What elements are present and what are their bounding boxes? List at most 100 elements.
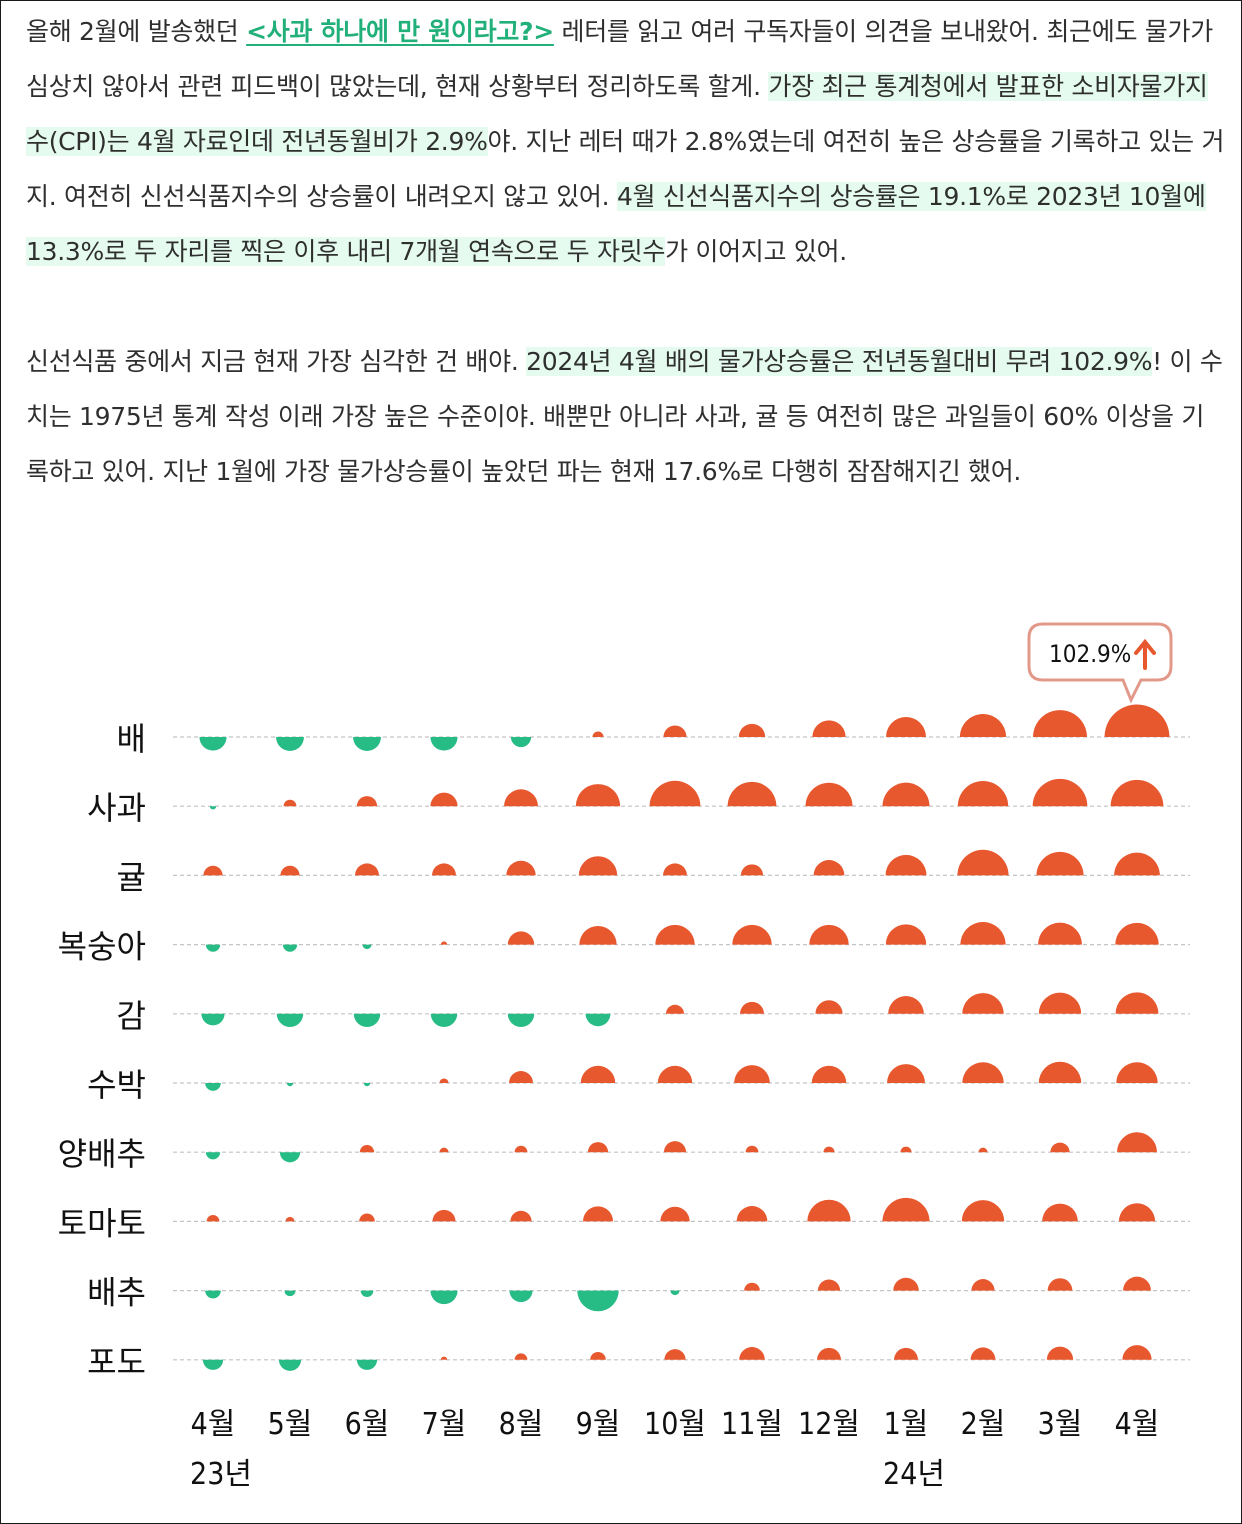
data-semicircle (739, 1347, 765, 1360)
data-semicircle (740, 864, 764, 876)
newsletter-link[interactable]: <사과 하나에 만 원이라고?> (246, 17, 554, 46)
row-label: 배추 (87, 1274, 146, 1312)
data-semicircle (961, 1200, 1005, 1222)
data-semicircle (664, 1349, 686, 1360)
x-tick-label: 9월 (576, 1407, 621, 1442)
data-semicircle (509, 1071, 533, 1083)
data-semicircle (507, 1013, 535, 1027)
data-semicircle (1117, 1132, 1157, 1153)
data-semicircle (279, 1152, 301, 1163)
text-run: 가 이어지고 있어. (665, 237, 847, 266)
data-semicircle (362, 944, 372, 950)
data-semicircle (1122, 1345, 1152, 1360)
data-semicircle (736, 1206, 768, 1222)
data-semicircle (663, 863, 687, 876)
data-semicircle (1118, 1203, 1156, 1222)
text-run: 야. 지난 레터 때가 2.8%였는데 여전히 높은 상승률을 기록하고 있는 … (26, 127, 1225, 211)
data-semicircle (506, 860, 536, 876)
data-semicircle (280, 865, 300, 876)
paragraph-2: 신선식품 중에서 지금 현재 가장 심각한 건 배야. 2024년 4월 배의 … (26, 334, 1226, 499)
data-semicircle (805, 782, 853, 807)
row-label: 포도 (87, 1343, 146, 1381)
data-semicircle (738, 723, 766, 737)
data-semicircle (356, 1359, 378, 1370)
row-label: 복숭아 (58, 928, 146, 966)
data-semicircle (660, 1206, 690, 1222)
data-semicircle (360, 1290, 374, 1297)
data-semicircle (439, 1078, 449, 1083)
data-semicircle (1047, 1278, 1073, 1291)
callout-value: 102.9% (1049, 640, 1131, 668)
data-semicircle (812, 720, 846, 737)
data-semicircle (510, 737, 532, 748)
data-semicircle (278, 1359, 302, 1371)
data-semicircle (284, 1290, 296, 1297)
data-semicircle (356, 796, 378, 807)
data-semicircle (206, 1215, 220, 1222)
data-semicircle (1042, 1203, 1078, 1222)
data-semicircle (649, 780, 701, 807)
data-semicircle (893, 1277, 919, 1291)
data-semicircle (655, 924, 695, 945)
highlight-pear: 2024년 4월 배의 물가상승률은 전년동월대비 무려 102.9% (526, 347, 1153, 376)
row-label: 수박 (87, 1066, 146, 1104)
data-semicircle (359, 1213, 375, 1222)
x-tick-label: 10월 (644, 1407, 706, 1442)
data-semicircle (807, 1199, 851, 1222)
data-semicircle (1038, 1061, 1082, 1083)
data-semicircle (887, 1064, 925, 1083)
up-arrow-icon (1134, 638, 1156, 670)
data-semicircle (817, 1279, 841, 1291)
data-semicircle (1050, 1142, 1070, 1153)
data-semicircle (440, 941, 448, 945)
data-semicircle (205, 1152, 221, 1160)
data-semicircle (430, 737, 458, 751)
data-semicircle (900, 1146, 912, 1153)
data-semicircle (202, 1359, 224, 1370)
year-label: 24년 (883, 1457, 945, 1492)
data-semicircle (745, 1145, 759, 1153)
x-tick-label: 11월 (721, 1407, 783, 1442)
data-semicircle (209, 806, 217, 810)
article-body: 올해 2월에 발송했던 <사과 하나에 만 원이라고?> 레터를 읽고 여러 구… (26, 4, 1226, 499)
data-semicircle (962, 993, 1004, 1014)
x-tick-label: 4월 (1115, 1407, 1160, 1442)
data-semicircle (1046, 1346, 1074, 1360)
data-semicircle (886, 717, 926, 737)
data-semicircle (957, 849, 1009, 876)
data-semicircle (363, 1083, 371, 1087)
data-semicircle (1104, 704, 1170, 737)
data-semicircle (960, 921, 1006, 945)
data-semicircle (1038, 922, 1082, 945)
data-semicircle (740, 1001, 764, 1014)
data-semicircle (978, 1147, 988, 1153)
data-semicircle (577, 1290, 619, 1312)
x-tick-label: 8월 (499, 1407, 544, 1442)
data-semicircle (276, 1013, 304, 1027)
data-semicircle (663, 725, 687, 737)
x-tick-label: 12월 (798, 1407, 860, 1442)
data-semicircle (509, 1290, 533, 1303)
callout-bubble (1027, 622, 1173, 704)
data-semicircle (285, 1216, 295, 1222)
data-semicircle (276, 737, 304, 751)
data-semicircle (286, 1083, 294, 1087)
data-semicircle (1115, 922, 1159, 945)
row-label: 감 (117, 997, 146, 1035)
data-semicircle (514, 1145, 528, 1153)
data-semicircle (1033, 710, 1087, 737)
data-semicircle (205, 944, 221, 952)
data-semicircle (1038, 992, 1082, 1014)
data-semicircle (823, 1146, 835, 1153)
data-semicircle (575, 784, 621, 807)
x-tick-label: 7월 (422, 1407, 467, 1442)
data-semicircle (592, 731, 604, 737)
data-semicircle (432, 1209, 456, 1222)
data-semicircle (353, 1013, 381, 1027)
data-semicircle (885, 924, 927, 945)
data-semicircle (353, 737, 381, 751)
x-tick-label: 1월 (884, 1407, 929, 1442)
data-semicircle (579, 925, 617, 945)
data-semicircle (578, 856, 618, 876)
